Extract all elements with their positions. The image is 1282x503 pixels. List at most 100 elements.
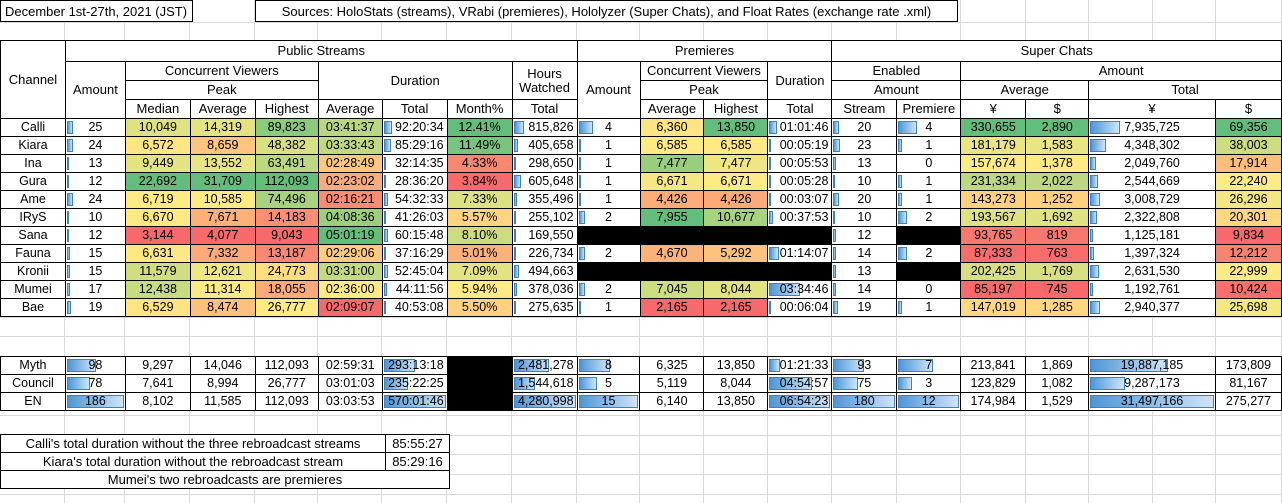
col-header-ps-amount[interactable]: Amount: [64, 61, 126, 119]
cell-prem-peak-avg[interactable]: 4,426: [639, 190, 705, 209]
cell-month-pct[interactable]: 4.33%: [446, 154, 513, 173]
col-header-duration-average[interactable]: Average: [317, 99, 383, 119]
channel-name[interactable]: Fauna: [0, 244, 66, 263]
cell-dur-total[interactable]: 54:32:33: [381, 190, 448, 209]
col-header-ps-concurrent-viewers[interactable]: Concurrent Viewers: [124, 61, 319, 81]
cell-dur-avg[interactable]: 02:28:49: [317, 154, 383, 173]
cell-sc-total-yen[interactable]: 1,397,324: [1088, 244, 1216, 263]
cell-hours-watched[interactable]: 815,826: [511, 118, 578, 137]
cell-sc-avg-yen[interactable]: 123,829: [960, 374, 1027, 393]
cell-prem-peak-highest[interactable]: 10,677: [703, 208, 769, 227]
cell-hours-watched[interactable]: 605,648: [511, 172, 578, 191]
cell-hours-watched[interactable]: 1,544,618: [511, 374, 578, 393]
cell-sc-avg-usd[interactable]: 2,890: [1025, 118, 1090, 137]
cell-sc-avg-yen[interactable]: 330,655: [960, 118, 1027, 137]
cell-peak-highest[interactable]: 74,496: [254, 190, 319, 209]
cell-prem-peak-highest[interactable]: [703, 262, 769, 281]
col-header-enabled-premiere[interactable]: Premiere: [896, 99, 962, 119]
cell-month-pct[interactable]: 5.50%: [446, 298, 513, 317]
cell-peak-highest[interactable]: 26,777: [254, 374, 319, 393]
cell-sc-avg-yen[interactable]: 85,197: [960, 280, 1027, 299]
channel-name[interactable]: Calli: [0, 118, 66, 137]
cell-dur-avg[interactable]: 02:09:07: [317, 298, 383, 317]
cell-peak-avg[interactable]: 31,709: [189, 172, 256, 191]
cell-peak-avg[interactable]: 7,671: [189, 208, 256, 227]
col-header-hw-total[interactable]: Total: [511, 99, 578, 119]
cell-peak-highest[interactable]: 112,093: [254, 172, 319, 191]
cell-sc-avg-usd[interactable]: 1,869: [1025, 356, 1090, 375]
cell-prem-peak-avg[interactable]: [639, 262, 705, 281]
channel-name[interactable]: Kronii: [0, 262, 66, 281]
channel-name[interactable]: Ame: [0, 190, 66, 209]
col-header-prem-concurrent-viewers[interactable]: Concurrent Viewers: [639, 61, 769, 81]
cell-sc-avg-usd[interactable]: 1,378: [1025, 154, 1090, 173]
cell-sc-avg-usd[interactable]: 1,252: [1025, 190, 1090, 209]
cell-prem-amount[interactable]: 5: [576, 374, 641, 393]
col-header-month-pct[interactable]: Month%: [446, 99, 513, 119]
cell-dur-avg[interactable]: 02:23:02: [317, 172, 383, 191]
cell-sc-avg-usd[interactable]: 1,082: [1025, 374, 1090, 393]
col-header-ps-duration[interactable]: Duration: [317, 61, 513, 100]
cell-en-premiere[interactable]: 0: [896, 154, 962, 173]
col-header-ps-peak[interactable]: Peak: [124, 80, 319, 100]
channel-name[interactable]: Myth: [0, 356, 66, 375]
cell-prem-peak-highest[interactable]: 4,426: [703, 190, 769, 209]
cell-en-premiere[interactable]: 4: [896, 118, 962, 137]
cell-dur-avg[interactable]: 03:31:00: [317, 262, 383, 281]
cell-prem-peak-avg[interactable]: 6,671: [639, 172, 705, 191]
cell-month-pct[interactable]: 12.41%: [446, 118, 513, 137]
cell-en-premiere[interactable]: [896, 262, 962, 281]
col-header-prem-peak-average[interactable]: Average: [639, 99, 705, 119]
cell-hours-watched[interactable]: 226,734: [511, 244, 578, 263]
date-range-cell[interactable]: December 1st-27th, 2021 (JST): [0, 0, 193, 22]
cell-sc-total-yen[interactable]: 2,049,760: [1088, 154, 1216, 173]
cell-month-pct[interactable]: [446, 392, 513, 411]
cell-prem-amount[interactable]: 2: [576, 244, 641, 263]
cell-en-stream[interactable]: 12: [831, 226, 898, 245]
cell-sc-total-usd[interactable]: 17,914: [1214, 154, 1282, 173]
cell-peak-highest[interactable]: 63,491: [254, 154, 319, 173]
cell-prem-peak-avg[interactable]: 6,140: [639, 392, 705, 411]
col-header-avg-yen[interactable]: ¥: [960, 99, 1027, 119]
cell-dur-total[interactable]: 37:16:29: [381, 244, 448, 263]
cell-prem-peak-avg[interactable]: 5,119: [639, 374, 705, 393]
col-header-sc-average[interactable]: Average: [960, 80, 1090, 100]
cell-prem-amount[interactable]: 1: [576, 172, 641, 191]
note-value[interactable]: 85:55:27: [385, 434, 450, 453]
cell-peak-highest[interactable]: 24,773: [254, 262, 319, 281]
cell-hours-watched[interactable]: 275,635: [511, 298, 578, 317]
channel-name[interactable]: EN: [0, 392, 66, 411]
cell-sc-avg-usd[interactable]: 1,285: [1025, 298, 1090, 317]
cell-hours-watched[interactable]: 355,496: [511, 190, 578, 209]
col-header-channel[interactable]: Channel: [0, 40, 66, 119]
cell-prem-dur-total[interactable]: 01:01:46: [767, 118, 833, 137]
cell-en-premiere[interactable]: 3: [896, 374, 962, 393]
cell-peak-avg[interactable]: 12,621: [189, 262, 256, 281]
cell-prem-amount[interactable]: 1: [576, 298, 641, 317]
cell-sc-total-usd[interactable]: 12,212: [1214, 244, 1282, 263]
cell-sc-total-yen[interactable]: 1,192,761: [1088, 280, 1216, 299]
cell-prem-peak-avg[interactable]: 6,325: [639, 356, 705, 375]
cell-sc-avg-yen[interactable]: 193,567: [960, 208, 1027, 227]
cell-prem-amount[interactable]: 1: [576, 136, 641, 155]
col-header-sc-enabled[interactable]: Enabled: [831, 61, 962, 81]
cell-sc-total-yen[interactable]: 2,631,530: [1088, 262, 1216, 281]
cell-hours-watched[interactable]: 494,663: [511, 262, 578, 281]
cell-month-pct[interactable]: 3.84%: [446, 172, 513, 191]
cell-sc-avg-yen[interactable]: 174,984: [960, 392, 1027, 411]
cell-prem-amount[interactable]: [576, 262, 641, 281]
col-header-total-yen[interactable]: ¥: [1088, 99, 1216, 119]
channel-name[interactable]: Mumei: [0, 280, 66, 299]
col-header-sc-amount[interactable]: Amount: [960, 61, 1282, 81]
cell-ps-amount[interactable]: 98: [64, 356, 126, 375]
cell-sc-avg-usd[interactable]: 2,022: [1025, 172, 1090, 191]
cell-sc-avg-usd[interactable]: 1,769: [1025, 262, 1090, 281]
cell-dur-avg[interactable]: 05:01:19: [317, 226, 383, 245]
cell-sc-total-usd[interactable]: 69,356: [1214, 118, 1282, 137]
cell-sc-total-usd[interactable]: 9,834: [1214, 226, 1282, 245]
cell-dur-avg[interactable]: 02:36:00: [317, 280, 383, 299]
cell-prem-amount[interactable]: 1: [576, 154, 641, 173]
cell-sc-avg-yen[interactable]: 87,333: [960, 244, 1027, 263]
cell-sc-total-usd[interactable]: 275,277: [1214, 392, 1282, 411]
cell-prem-peak-highest[interactable]: [703, 226, 769, 245]
